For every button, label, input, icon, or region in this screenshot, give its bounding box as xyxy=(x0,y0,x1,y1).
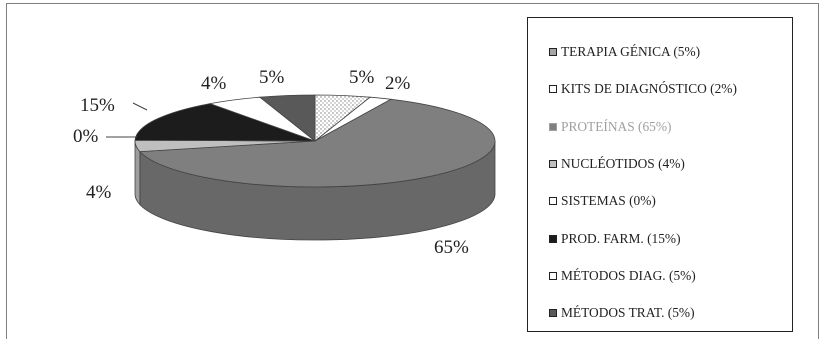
legend-swatch-3 xyxy=(549,159,557,168)
slice-label-7: 5% xyxy=(259,67,285,88)
legend-item-0: TERAPIA GÉNICA (5%) xyxy=(549,42,700,62)
slice-label-3: 4% xyxy=(86,182,112,203)
legend-label-2: PROTEÍNAS (65%) xyxy=(561,118,672,134)
legend-label-5: PROD. FARM. (15%) xyxy=(561,230,681,246)
slice-label-2: 65% xyxy=(434,237,469,258)
slice-label-1: 2% xyxy=(385,73,411,94)
legend-swatch-1 xyxy=(549,85,557,94)
legend-swatch-6 xyxy=(549,271,557,280)
slice-label-4: 0% xyxy=(73,126,99,147)
legend-swatch-7 xyxy=(549,309,557,318)
legend: TERAPIA GÉNICA (5%) KITS DE DIAGNÓSTICO (… xyxy=(527,17,793,332)
leader-line-5 xyxy=(132,102,148,111)
legend-label-0: TERAPIA GÉNICA (5%) xyxy=(561,44,701,59)
legend-item-6: MÉTODOS DIAG. (5%) xyxy=(549,266,696,286)
chart-frame xyxy=(6,3,819,339)
legend-item-3: NUCLÉOTIDOS (4%) xyxy=(549,154,685,174)
legend-label-1: KITS DE DIAGNÓSTICO (2%) xyxy=(561,81,737,97)
legend-item-1: KITS DE DIAGNÓSTICO (2%) xyxy=(549,79,737,99)
legend-swatch-0 xyxy=(549,48,557,56)
pie-slice-2 xyxy=(139,98,496,188)
pie-group: 5% 2% 65% 4% 0% 15% 4% 5% xyxy=(73,67,496,258)
legend-item-4: SISTEMAS (0%) xyxy=(549,191,656,211)
legend-label-7: MÉTODOS TRAT. (5%) xyxy=(561,305,695,321)
legend-item-5: PROD. FARM. (15%) xyxy=(549,229,681,249)
legend-swatch-5 xyxy=(549,234,557,243)
legend-swatch-2 xyxy=(549,122,557,131)
slice-label-6: 4% xyxy=(201,73,227,94)
pie-slice-7 xyxy=(258,94,316,142)
legend-label-3: NUCLÉOTIDOS (4%) xyxy=(561,155,685,171)
legend-swatch-4 xyxy=(549,197,557,206)
slice-label-0: 5% xyxy=(349,67,375,88)
legend-item-7: MÉTODOS TRAT. (5%) xyxy=(549,303,695,323)
legend-label-6: MÉTODOS DIAG. (5%) xyxy=(561,267,696,283)
legend-label-4: SISTEMAS (0%) xyxy=(561,193,656,209)
slice-label-5: 15% xyxy=(80,95,115,116)
legend-item-2: PROTEÍNAS (65%) xyxy=(549,117,671,137)
